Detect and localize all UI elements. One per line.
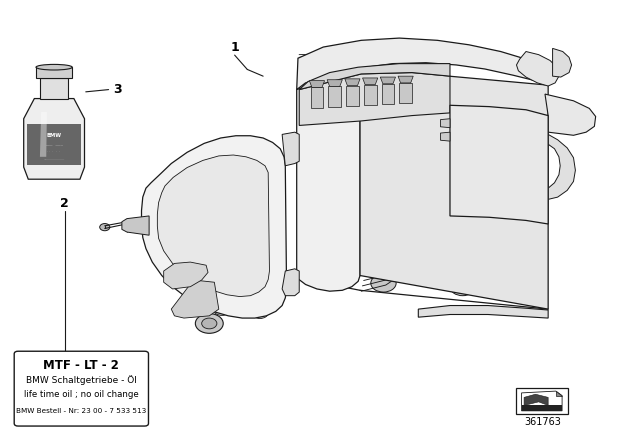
Circle shape	[100, 224, 110, 231]
Circle shape	[213, 303, 231, 315]
Polygon shape	[28, 125, 81, 165]
Polygon shape	[545, 94, 596, 135]
Circle shape	[518, 125, 534, 135]
Polygon shape	[440, 132, 450, 141]
Text: MTF - LT - 2: MTF - LT - 2	[44, 358, 119, 371]
Text: BMW Bestell - Nr: 23 00 - 7 533 513: BMW Bestell - Nr: 23 00 - 7 533 513	[16, 408, 147, 414]
Polygon shape	[327, 80, 342, 86]
Polygon shape	[328, 86, 341, 107]
Ellipse shape	[36, 65, 72, 70]
Polygon shape	[524, 394, 548, 405]
Circle shape	[518, 194, 534, 205]
Polygon shape	[300, 64, 450, 90]
Polygon shape	[398, 76, 413, 83]
Polygon shape	[419, 306, 548, 318]
Polygon shape	[309, 81, 324, 87]
Polygon shape	[548, 134, 575, 199]
Polygon shape	[36, 67, 72, 78]
Circle shape	[195, 314, 223, 333]
Polygon shape	[297, 38, 548, 90]
Polygon shape	[556, 391, 562, 396]
Circle shape	[252, 307, 268, 319]
Text: 1: 1	[230, 40, 239, 54]
Polygon shape	[399, 83, 412, 103]
Polygon shape	[364, 85, 376, 105]
Text: 2: 2	[61, 197, 69, 211]
Polygon shape	[157, 155, 269, 297]
Text: ___  ___: ___ ___	[45, 140, 63, 145]
Text: life time oil ; no oil change: life time oil ; no oil change	[24, 390, 139, 399]
FancyBboxPatch shape	[14, 351, 148, 426]
Text: 3: 3	[113, 83, 122, 96]
Polygon shape	[516, 52, 559, 86]
Polygon shape	[172, 280, 219, 318]
Polygon shape	[40, 78, 68, 99]
Circle shape	[174, 253, 194, 267]
Text: BMW Schaltgetriebe - Öl: BMW Schaltgetriebe - Öl	[26, 375, 137, 385]
Circle shape	[190, 202, 241, 237]
Polygon shape	[24, 99, 84, 179]
Polygon shape	[297, 68, 360, 291]
Text: BMW: BMW	[47, 133, 61, 138]
Polygon shape	[363, 78, 378, 85]
Circle shape	[450, 278, 476, 296]
Circle shape	[202, 318, 217, 329]
Polygon shape	[345, 79, 360, 86]
Polygon shape	[40, 112, 47, 157]
Bar	[522, 405, 562, 411]
Polygon shape	[450, 105, 548, 224]
Text: __________: __________	[44, 157, 65, 161]
Polygon shape	[346, 86, 359, 106]
Bar	[516, 388, 568, 414]
Polygon shape	[552, 48, 572, 77]
Polygon shape	[164, 262, 208, 289]
Polygon shape	[310, 87, 323, 108]
Text: 361763: 361763	[524, 418, 561, 427]
Polygon shape	[282, 269, 300, 296]
Polygon shape	[522, 391, 562, 411]
Circle shape	[518, 148, 534, 159]
Circle shape	[518, 171, 534, 182]
Polygon shape	[122, 216, 149, 235]
Polygon shape	[380, 77, 396, 84]
Polygon shape	[282, 132, 300, 166]
Polygon shape	[141, 136, 287, 318]
Polygon shape	[440, 119, 450, 128]
Circle shape	[180, 174, 200, 189]
Circle shape	[371, 274, 396, 292]
Polygon shape	[300, 73, 450, 125]
Text: .. .  . .: .. . . .	[47, 148, 61, 153]
Polygon shape	[360, 68, 548, 309]
Polygon shape	[381, 84, 394, 104]
